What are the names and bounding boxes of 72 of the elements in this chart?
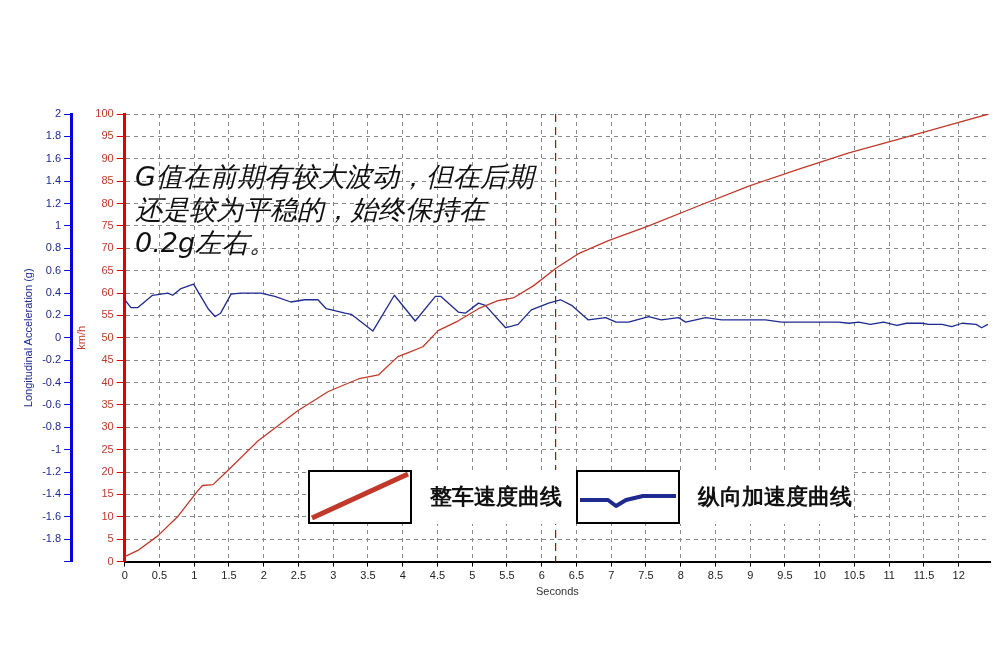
x-tick-label: 2 bbox=[260, 569, 267, 582]
x-tick-label: 5.5 bbox=[499, 569, 515, 582]
y2-tick-label: 1.2 bbox=[45, 196, 62, 209]
x-tick-label: 7 bbox=[608, 569, 615, 582]
y2-tick-label: 2 bbox=[55, 107, 62, 120]
x-tick-label: 11 bbox=[883, 569, 895, 582]
x-tick-label: 8.5 bbox=[707, 569, 724, 582]
x-tick-label: 1 bbox=[191, 569, 198, 582]
x-tick-label: 9.5 bbox=[777, 569, 793, 582]
y-tick-label: 75 bbox=[101, 218, 114, 231]
x-tick-label: 6 bbox=[538, 569, 545, 582]
x-tick-label: 4 bbox=[399, 569, 406, 582]
y-tick-label: 35 bbox=[101, 397, 114, 410]
x-tick-label: 4.5 bbox=[429, 569, 446, 582]
y2-tick-label: 1.4 bbox=[45, 174, 62, 187]
y2-tick-label: -1.6 bbox=[42, 509, 62, 522]
y-tick-label: 65 bbox=[101, 263, 114, 276]
y2-axis-title: Longitudinal Acceleration (g) bbox=[21, 268, 34, 408]
x-tick-label: 11.5 bbox=[913, 569, 935, 582]
y-tick-label: 90 bbox=[101, 151, 114, 164]
y-tick-label: 100 bbox=[95, 107, 114, 120]
x-tick-label: 2.5 bbox=[290, 569, 307, 582]
legend-label: 整车速度曲线 bbox=[430, 483, 562, 511]
y2-tick-label: 0.6 bbox=[45, 263, 62, 276]
x-tick-label: 5 bbox=[469, 569, 476, 582]
y2-tick-label: -0.4 bbox=[42, 375, 62, 388]
x-tick-label: 6.5 bbox=[568, 569, 585, 582]
x-tick-label: 0.5 bbox=[151, 569, 168, 582]
x-tick-label: 9 bbox=[747, 569, 754, 582]
y-tick-label: 80 bbox=[101, 196, 114, 209]
y-tick-label: 15 bbox=[101, 487, 114, 500]
x-tick-label: 10.5 bbox=[843, 569, 866, 582]
y-tick-label: 85 bbox=[101, 174, 114, 187]
x-tick-label: 3.5 bbox=[360, 569, 376, 582]
y2-tick-label: -0.2 bbox=[42, 353, 62, 366]
y2-tick-label: -0.6 bbox=[42, 397, 62, 410]
y-tick-label: 30 bbox=[101, 420, 114, 433]
x-tick-label: 1.5 bbox=[221, 569, 237, 582]
y-tick-label: 50 bbox=[101, 330, 114, 343]
x-tick-label: 12 bbox=[952, 569, 965, 582]
y-tick-label: 95 bbox=[101, 129, 114, 142]
y-tick-label: 10 bbox=[101, 509, 114, 522]
y2-tick-label: -1.2 bbox=[42, 465, 62, 478]
y2-tick-label: -1.8 bbox=[42, 532, 62, 545]
y2-tick-label: 0.2 bbox=[45, 308, 62, 321]
y-tick-label: 5 bbox=[107, 532, 114, 545]
y-tick-label: 60 bbox=[101, 286, 114, 299]
x-tick-label: 8 bbox=[677, 569, 684, 582]
y-tick-label: 70 bbox=[101, 241, 114, 254]
y-tick-label: 40 bbox=[101, 375, 114, 388]
x-tick-label: 3 bbox=[330, 569, 337, 582]
x-tick-label: 0 bbox=[121, 569, 128, 582]
y2-tick-label: 0.8 bbox=[45, 241, 62, 254]
y-tick-label: 0 bbox=[107, 554, 114, 567]
y-axis-title: km/h bbox=[74, 325, 87, 350]
y2-tick-label: 1 bbox=[55, 218, 62, 231]
y2-tick-label: -1 bbox=[51, 442, 62, 455]
legend-label: 纵向加速度曲线 bbox=[698, 483, 852, 511]
annotation: G值在前期有较大波动，但在后期还是较为平稳的，始终保持在0.2g左右。 bbox=[135, 160, 535, 259]
y2-tick-label: 0 bbox=[55, 330, 62, 343]
x-axis-title: Seconds bbox=[535, 585, 580, 598]
y2-tick-label: -0.8 bbox=[42, 420, 62, 433]
y2-tick-label: 1.8 bbox=[45, 129, 62, 142]
y-tick-label: 20 bbox=[101, 465, 114, 478]
y-tick-label: 45 bbox=[101, 353, 114, 366]
y2-tick-label: 0.4 bbox=[45, 286, 62, 299]
x-tick-label: 10 bbox=[813, 569, 826, 582]
y2-tick-label: 1.6 bbox=[45, 151, 62, 164]
y2-tick-label: -1.4 bbox=[42, 487, 62, 500]
y-tick-label: 25 bbox=[101, 442, 114, 455]
y-tick-label: 55 bbox=[101, 308, 114, 321]
x-tick-label: 7.5 bbox=[638, 569, 654, 582]
